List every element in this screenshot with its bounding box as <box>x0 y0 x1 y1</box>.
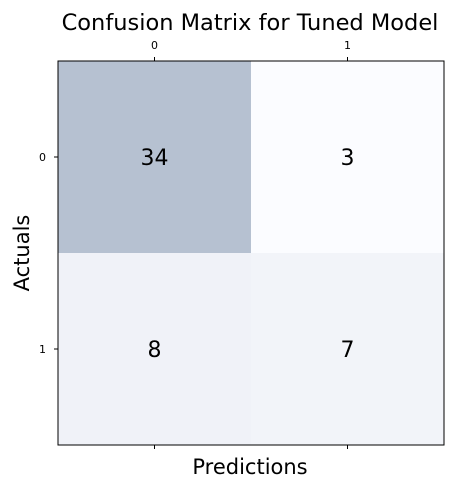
matrix-cell-0-1 <box>251 61 444 253</box>
x-axis-label: Predictions <box>192 455 307 479</box>
y-axis-label: Actuals <box>10 215 34 292</box>
matrix-cell-0-0 <box>58 61 251 253</box>
ticks-layer: 0 1 0 1 <box>39 39 351 449</box>
x-tick-label-1: 1 <box>344 39 351 52</box>
x-tick-label-0: 0 <box>151 39 158 52</box>
cell-value-label-1-0: 8 <box>148 338 162 363</box>
y-tick-label-0: 0 <box>39 151 46 164</box>
cell-value-label-1-1: 7 <box>341 338 355 363</box>
cell-value-label-0-0: 34 <box>141 146 169 171</box>
y-tick-label-1: 1 <box>39 343 46 356</box>
cells-layer: 34 3 8 7 <box>58 61 444 445</box>
cell-value-label-0-1: 3 <box>341 146 355 171</box>
matrix-cell-1-1 <box>251 253 444 445</box>
chart-title: Confusion Matrix for Tuned Model <box>62 10 439 36</box>
plot-frame <box>57 60 445 446</box>
matrix-cell-1-0 <box>58 253 251 445</box>
